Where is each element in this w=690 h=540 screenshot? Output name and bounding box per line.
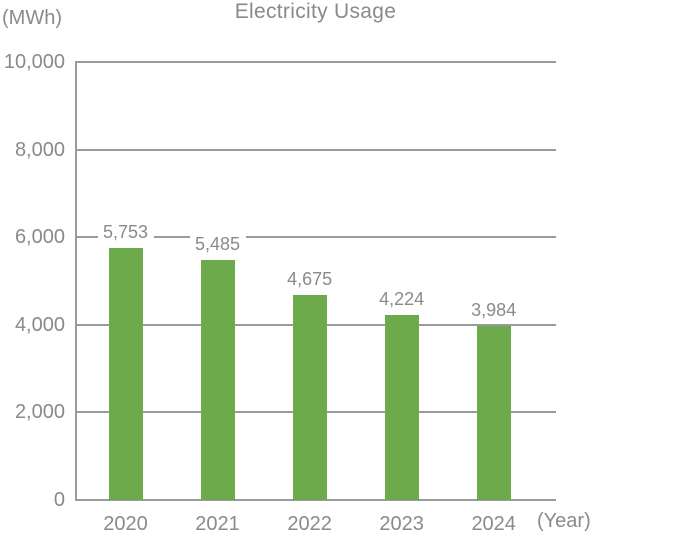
chart-title: Electricity Usage: [234, 0, 397, 23]
gridline: [75, 61, 556, 63]
y-axis-unit-label: (MWh): [2, 7, 62, 29]
y-tick-label: 8,000: [14, 138, 65, 161]
x-tick-label: 2022: [287, 513, 332, 535]
x-axis-line: [75, 499, 556, 501]
bar: [384, 314, 419, 500]
gridline: [75, 148, 556, 151]
x-tick-label: 2020: [103, 513, 148, 535]
y-axis-line: [75, 62, 77, 500]
y-tick-label: 2,000: [14, 401, 65, 424]
bar-value-label: 5,753: [97, 221, 154, 244]
y-tick-label: 4,000: [14, 313, 65, 336]
bar-value-label: 4,224: [373, 287, 430, 310]
x-tick-label: 2021: [195, 513, 240, 535]
bar-value-label: 3,984: [465, 298, 522, 321]
bar: [476, 325, 511, 500]
bar: [292, 295, 327, 500]
bar: [108, 248, 143, 500]
bar-value-label: 4,675: [281, 268, 338, 291]
gridline: [75, 236, 556, 239]
y-tick-label: 10,000: [3, 51, 65, 73]
bar-value-label: 5,485: [189, 232, 246, 255]
bar: [200, 259, 235, 500]
x-tick-label: 2024: [471, 513, 516, 535]
y-tick-label: 6,000: [14, 226, 65, 249]
y-tick-label: 0: [53, 489, 65, 511]
x-tick-label: 2023: [379, 513, 424, 535]
x-axis-unit-label: (Year): [537, 510, 591, 532]
plot-area: 5,753 2020 5,485 2021 4,675 2022 4,224 2023 3,98…: [75, 61, 556, 535]
